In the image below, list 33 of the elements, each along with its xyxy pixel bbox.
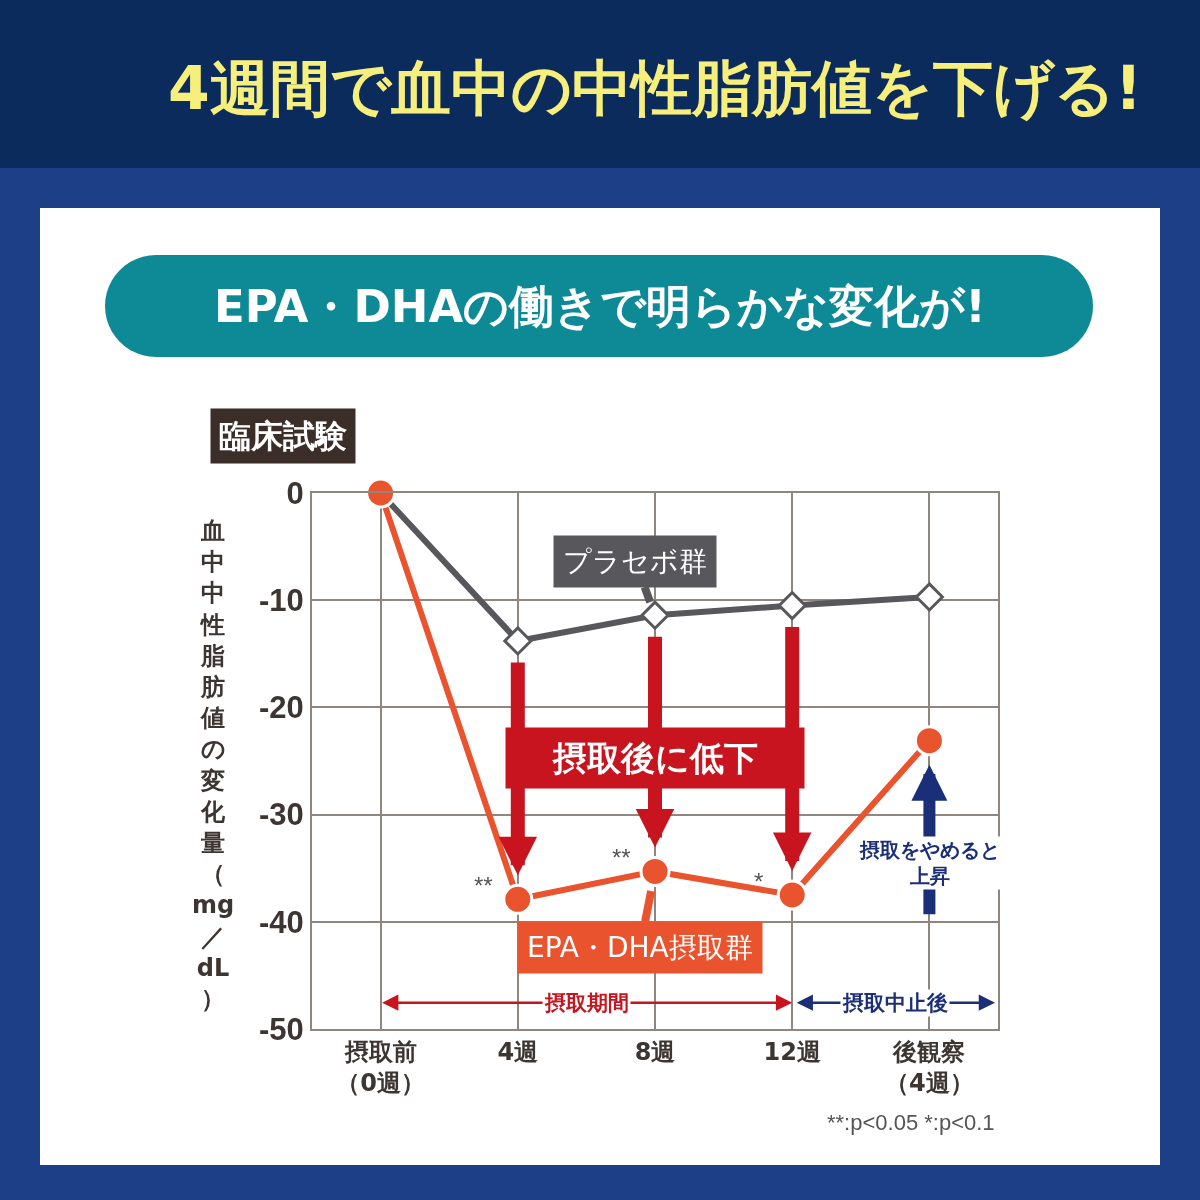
y-tick-label: -20 xyxy=(258,690,304,726)
annotation: * xyxy=(754,868,764,895)
annotation: 摂取をやめると上昇 xyxy=(859,838,1000,888)
point xyxy=(914,582,944,612)
y-tick-label: -50 xyxy=(258,1011,304,1047)
series-label: プラセボ群 xyxy=(563,545,707,578)
point xyxy=(776,879,808,911)
point xyxy=(639,855,671,887)
point xyxy=(777,591,807,621)
x-tick-label: 8週 xyxy=(634,1037,676,1066)
point xyxy=(503,626,533,656)
text: **:p<0.05 *:p<0.1 xyxy=(827,1110,995,1135)
text: 臨床試験 xyxy=(219,417,347,455)
y-tick-label: -40 xyxy=(258,904,304,940)
x-tick-label: 後観察（4週） xyxy=(885,1037,974,1097)
chart-title: 4週間で血中の中性脂肪値を下げる! xyxy=(167,53,1143,123)
annotation: ** xyxy=(474,872,493,899)
y-tick-label: -30 xyxy=(258,797,304,833)
point xyxy=(640,600,670,630)
text: 血中中性脂肪値の変化量（mg／dL） xyxy=(192,517,235,1013)
point xyxy=(913,725,945,757)
point xyxy=(502,883,534,915)
x-tick-label: 12週 xyxy=(763,1037,821,1066)
annotation: ** xyxy=(612,844,631,871)
annotation: 摂取期間 xyxy=(544,991,629,1015)
legend-label: EPA・DHA摂取群 xyxy=(527,931,753,964)
y-tick-label: 0 xyxy=(286,475,304,511)
annotation: 摂取後に低下 xyxy=(552,738,759,778)
annotation: 摂取中止後 xyxy=(842,991,948,1015)
x-tick-label: 摂取前（0週） xyxy=(336,1037,425,1097)
chart-subtitle: EPA・DHAの働きで明らかな変化が! xyxy=(214,280,986,333)
x-tick-label: 4週 xyxy=(497,1037,539,1066)
y-tick-label: -10 xyxy=(258,583,304,619)
